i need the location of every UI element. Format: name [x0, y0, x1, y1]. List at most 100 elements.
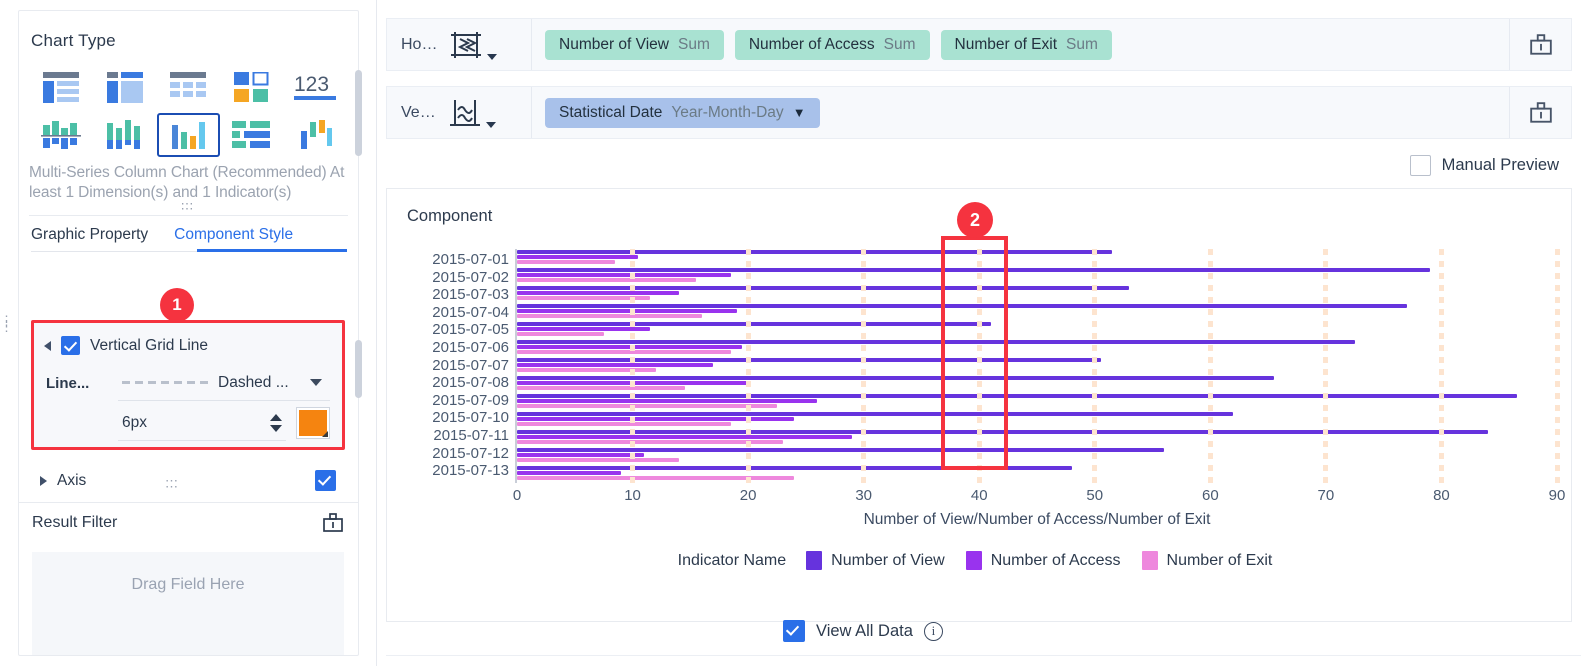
chip-number-of-view[interactable]: Number of View Sum: [545, 29, 724, 60]
panel-resize-handle[interactable]: ⋯ ⋯: [180, 196, 197, 216]
bar-number-of-view[interactable]: [517, 358, 1101, 362]
bar-number-of-exit[interactable]: [517, 314, 702, 318]
x-tick-label: 80: [1433, 487, 1450, 504]
bar-number-of-exit[interactable]: [517, 440, 783, 444]
bar-number-of-exit[interactable]: [517, 296, 650, 300]
axis-checkbox[interactable]: [315, 470, 336, 491]
legend-swatch: [1141, 551, 1158, 570]
horizontal-shelf-clear[interactable]: [1509, 19, 1571, 70]
chart-type-grouped-table[interactable]: [93, 65, 157, 109]
tab-graphic-property[interactable]: Graphic Property: [31, 226, 149, 243]
chart-type-column-chart[interactable]: [156, 113, 221, 157]
view-all-data-checkbox[interactable]: [783, 620, 805, 642]
bar-number-of-exit[interactable]: [517, 368, 656, 372]
bar-number-of-access[interactable]: [517, 417, 795, 421]
chart-type-kpi-number[interactable]: 123: [284, 65, 348, 109]
bar-number-of-exit[interactable]: [517, 458, 679, 462]
result-filter-dropzone[interactable]: Drag Field Here: [32, 552, 344, 655]
collapse-triangle-icon[interactable]: [44, 340, 51, 351]
cross-table-icon: [170, 71, 207, 97]
vertical-shelf-caret-icon[interactable]: [485, 122, 496, 128]
expand-triangle-icon[interactable]: [40, 475, 47, 486]
vertical-axis-shelf-head[interactable]: Ve…: [387, 87, 532, 138]
bar-number-of-exit[interactable]: [517, 386, 685, 390]
bar-number-of-view[interactable]: [517, 448, 1165, 452]
section-resize-handle[interactable]: ⋯ ⋯: [165, 473, 181, 494]
bar-number-of-exit[interactable]: [517, 332, 604, 336]
bar-number-of-access[interactable]: [517, 291, 679, 295]
chart-type-scrollbar[interactable]: [355, 70, 362, 156]
bar-number-of-exit[interactable]: [517, 260, 616, 264]
chart-type-stacked-column[interactable]: [29, 113, 93, 157]
axis-row[interactable]: Axis: [32, 466, 344, 495]
manual-preview-checkbox[interactable]: [1409, 155, 1431, 176]
chart-type-detail-table[interactable]: [29, 65, 93, 109]
line-style-select[interactable]: Dashed ...: [118, 365, 330, 401]
bar-number-of-access[interactable]: [517, 255, 639, 259]
stepper-arrows-icon[interactable]: [270, 413, 282, 432]
vertical-shelf-clear[interactable]: [1509, 87, 1571, 138]
bar-number-of-access[interactable]: [517, 345, 743, 349]
view-all-data-control[interactable]: View All Data i: [783, 620, 943, 642]
clear-fields-icon[interactable]: [322, 512, 344, 534]
tab-component-style[interactable]: Component Style: [174, 226, 294, 243]
bar-number-of-access[interactable]: [517, 273, 731, 277]
bar-number-of-access[interactable]: [517, 471, 621, 475]
manual-preview-control[interactable]: Manual Preview: [1409, 155, 1559, 176]
chart-type-multi-column[interactable]: [93, 113, 157, 157]
vertical-grid-line-row[interactable]: Vertical Grid Line: [32, 330, 344, 361]
chip-statistical-date[interactable]: Statistical Date Year-Month-Day ▼: [545, 97, 820, 128]
bar-group: [517, 429, 1557, 447]
bar-number-of-exit[interactable]: [517, 278, 697, 282]
bar-number-of-access[interactable]: [517, 363, 714, 367]
bar-number-of-view[interactable]: [517, 376, 1274, 380]
bar-number-of-view[interactable]: [517, 412, 1234, 416]
chart-plot-area: 2015-07-01 2015-07-02 2015-07-03 2015-07-04…: [387, 189, 1573, 623]
property-scrollbar[interactable]: [355, 340, 362, 398]
grid-line-color-swatch[interactable]: [296, 407, 330, 439]
info-icon[interactable]: i: [923, 621, 943, 641]
chart-type-card[interactable]: [220, 65, 284, 109]
line-width-stepper[interactable]: 6px: [118, 405, 286, 441]
chip-number-of-access[interactable]: Number of Access Sum: [734, 29, 930, 60]
chip-number-of-exit[interactable]: Number of Exit Sum: [940, 29, 1112, 60]
x-axis-title: Number of View/Number of Access/Number o…: [863, 511, 1211, 528]
vertical-grid-line: [1323, 249, 1329, 483]
property-tabs: Graphic Property Component Style: [19, 216, 358, 252]
bar-number-of-view[interactable]: [517, 268, 1430, 272]
chevron-down-icon[interactable]: [310, 379, 322, 386]
chart-type-bar-chart[interactable]: [220, 113, 284, 157]
bar-number-of-view[interactable]: [517, 250, 1113, 254]
chart-type-cross-table[interactable]: [157, 65, 221, 109]
bar-number-of-view[interactable]: [517, 394, 1517, 398]
legend-item-number-of-view[interactable]: Number of View: [806, 551, 945, 570]
bar-number-of-access[interactable]: [517, 327, 650, 331]
bar-number-of-exit[interactable]: [517, 404, 777, 408]
bar-group: [517, 267, 1557, 285]
panel-drag-dots[interactable]: ⋮ ⋮: [0, 313, 15, 334]
bar-number-of-exit[interactable]: [517, 422, 731, 426]
filter-funnel-icon[interactable]: ▼: [792, 105, 806, 120]
horizontal-shelf-caret-icon[interactable]: [487, 54, 498, 60]
legend-item-number-of-access[interactable]: Number of Access: [965, 551, 1121, 570]
y-tick-label: 2015-07-02: [432, 268, 509, 286]
bar-number-of-exit[interactable]: [517, 350, 731, 354]
bar-number-of-view[interactable]: [517, 322, 991, 326]
bar-number-of-view[interactable]: [517, 430, 1488, 434]
chart-type-range-column[interactable]: [284, 113, 348, 157]
bar-number-of-exit[interactable]: [517, 476, 795, 480]
vertical-grid-line-checkbox[interactable]: [61, 336, 80, 355]
line-width-value[interactable]: 6px: [122, 413, 147, 431]
bar-number-of-view[interactable]: [517, 286, 1130, 290]
bar-number-of-access[interactable]: [517, 453, 645, 457]
legend-item-number-of-exit[interactable]: Number of Exit: [1141, 551, 1272, 570]
bar-number-of-access[interactable]: [517, 399, 818, 403]
bar-number-of-view[interactable]: [517, 466, 1072, 470]
bar-number-of-access[interactable]: [517, 309, 737, 313]
horizontal-axis-shelf-head[interactable]: Ho…: [387, 19, 532, 70]
bar-number-of-view[interactable]: [517, 304, 1407, 308]
axis-label: Axis: [57, 471, 87, 489]
bar-number-of-access[interactable]: [517, 435, 853, 439]
bar-number-of-view[interactable]: [517, 340, 1355, 344]
chart-type-description: Multi-Series Column Chart (Recommended) …: [29, 164, 345, 201]
